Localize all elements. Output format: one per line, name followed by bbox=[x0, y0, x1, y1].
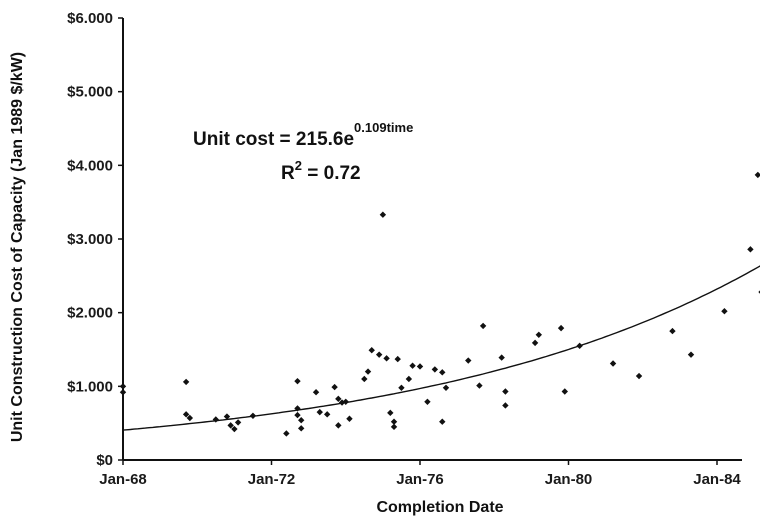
data-point bbox=[119, 383, 127, 390]
x-tick-label: Jan-84 bbox=[693, 471, 741, 488]
data-point bbox=[687, 351, 695, 358]
data-point bbox=[609, 360, 617, 367]
data-point bbox=[335, 395, 342, 403]
y-tick-label: $5.000 bbox=[67, 84, 113, 101]
data-point bbox=[383, 355, 390, 362]
x-tick-label: Jan-76 bbox=[396, 471, 444, 488]
data-point bbox=[119, 389, 127, 396]
data-point bbox=[476, 382, 483, 389]
data-point bbox=[531, 339, 539, 347]
data-point bbox=[182, 411, 190, 418]
data-point bbox=[294, 411, 301, 419]
data-point bbox=[223, 413, 231, 420]
data-point bbox=[361, 375, 368, 383]
data-point bbox=[186, 414, 194, 422]
data-point bbox=[557, 324, 565, 332]
data-point bbox=[390, 423, 398, 431]
data-point bbox=[323, 411, 331, 418]
data-point bbox=[561, 388, 568, 395]
data-point bbox=[439, 369, 446, 376]
data-point bbox=[498, 354, 505, 361]
data-point bbox=[231, 425, 238, 433]
data-point bbox=[364, 368, 372, 375]
trend-equation-exponent: 0.109time bbox=[354, 120, 413, 135]
data-point bbox=[379, 211, 387, 218]
data-point bbox=[442, 384, 450, 392]
data-point bbox=[416, 363, 424, 370]
data-point bbox=[405, 375, 413, 383]
data-point bbox=[390, 418, 398, 425]
data-point bbox=[669, 327, 676, 335]
x-tick-label: Jan-72 bbox=[248, 471, 296, 488]
data-point bbox=[234, 419, 242, 426]
data-point bbox=[439, 418, 446, 425]
x-axis-title: Completion Date bbox=[376, 499, 503, 516]
data-point bbox=[368, 347, 375, 354]
data-point bbox=[375, 351, 383, 358]
data-point bbox=[298, 417, 305, 424]
x-tick-label: Jan-80 bbox=[545, 471, 593, 488]
data-point bbox=[479, 322, 487, 330]
data-point bbox=[635, 372, 643, 380]
data-point bbox=[387, 409, 394, 417]
data-point bbox=[283, 430, 290, 437]
data-point bbox=[227, 422, 234, 429]
y-tick-label: $6.000 bbox=[67, 10, 113, 27]
data-point bbox=[298, 425, 305, 432]
y-tick-label: $3.000 bbox=[67, 231, 113, 248]
data-point bbox=[424, 398, 431, 406]
y-tick-label: $1.000 bbox=[67, 378, 113, 395]
data-point bbox=[409, 362, 416, 369]
data-point bbox=[502, 402, 509, 409]
data-point bbox=[721, 307, 728, 315]
y-tick-label: $2.000 bbox=[67, 305, 113, 322]
data-point bbox=[398, 384, 405, 392]
x-tick-label: Jan-68 bbox=[99, 471, 147, 488]
y-axis-title: Unit Construction Cost of Capacity (Jan … bbox=[9, 52, 26, 442]
r-squared-value: = 0.72 bbox=[302, 163, 361, 184]
data-point bbox=[346, 415, 353, 422]
data-point bbox=[754, 171, 760, 179]
data-point bbox=[394, 355, 401, 363]
data-point bbox=[182, 378, 190, 386]
r-squared-prefix: R bbox=[281, 163, 295, 184]
data-point bbox=[747, 246, 754, 253]
r-squared-label: R2 = 0.72 bbox=[281, 158, 361, 184]
data-point bbox=[331, 383, 338, 391]
data-point bbox=[465, 357, 472, 364]
data-point bbox=[502, 388, 509, 395]
trend-equation-prefix: Unit cost = 215.6e bbox=[193, 129, 354, 150]
data-point bbox=[535, 331, 542, 338]
y-tick-label: $4.000 bbox=[67, 157, 113, 174]
data-point bbox=[316, 408, 323, 416]
exponential-trendline bbox=[122, 265, 760, 431]
data-point bbox=[335, 422, 342, 429]
trend-equation: Unit cost = 215.6e0.109time bbox=[193, 120, 413, 150]
data-point bbox=[312, 389, 320, 396]
r-squared-superscript: 2 bbox=[295, 158, 302, 173]
y-axis-ticks: $0 $1.000 $2.000 $3.000 $4.000 $5.000 $6.000 bbox=[67, 10, 123, 469]
data-point bbox=[431, 366, 439, 373]
chart-axes bbox=[122, 18, 742, 461]
data-points bbox=[119, 171, 760, 437]
data-point bbox=[294, 377, 301, 385]
y-tick-label: $0 bbox=[96, 452, 113, 469]
